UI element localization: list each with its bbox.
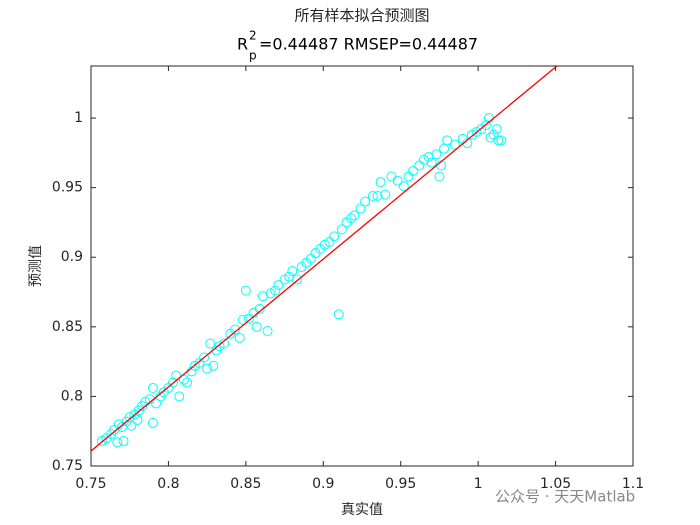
scatter-point (287, 266, 298, 277)
scatter-point (251, 321, 262, 332)
y-tick-label: 0.8 (61, 388, 83, 404)
scatter-point (219, 338, 230, 349)
subtitle-rest: =0.44487 RMSEP=0.44487 (259, 35, 478, 54)
scatter-point (151, 398, 162, 409)
watermark: 公众号 · 天天Matlab (495, 488, 635, 506)
scatter-point (431, 149, 442, 160)
scatter-point (132, 415, 143, 426)
scatter-point (349, 210, 360, 221)
scatter-point (240, 285, 251, 296)
x-tick-label: 0.9 (312, 476, 334, 492)
scatter-point (202, 363, 213, 374)
plot-area (91, 66, 633, 466)
scatter-point (112, 437, 123, 448)
scatter-point (333, 309, 344, 320)
axes-box (90, 65, 634, 467)
scatter-point (372, 190, 383, 201)
scatter-point (199, 352, 210, 363)
fit-line (91, 66, 558, 452)
scatter-point (291, 274, 302, 285)
scatter-point (230, 324, 241, 335)
x-tick-label: 0.95 (385, 476, 416, 492)
scatter-point (262, 325, 273, 336)
scatter-point (442, 135, 453, 146)
x-tick-label: 0.8 (157, 476, 179, 492)
scatter-point (355, 203, 366, 214)
scatter-point (147, 417, 158, 428)
scatter-point (493, 135, 504, 146)
scatter-point (346, 213, 357, 224)
subtitle-base: R (237, 35, 248, 54)
scatter-point (118, 435, 129, 446)
scatter-point (205, 338, 216, 349)
scatter-point (208, 360, 219, 371)
scatter-point (375, 177, 386, 188)
scatter-point (329, 231, 340, 242)
x-tick-label: 1 (474, 476, 483, 492)
x-tick-label: 1.1 (622, 476, 644, 492)
scatter-point (147, 383, 158, 394)
x-tick-label: 0.75 (75, 476, 106, 492)
scatter-point (168, 377, 179, 388)
scatter-point (367, 190, 378, 201)
scatter-point (380, 189, 391, 200)
scatter-point (398, 181, 409, 192)
scatter-point (273, 280, 284, 291)
x-tick-label: 0.85 (230, 476, 261, 492)
scatter-point (237, 314, 248, 325)
chart-title: 所有样本拟合预测图 (294, 7, 429, 25)
plot-content (91, 66, 558, 452)
scatter-point (392, 175, 403, 186)
scatter-point (182, 377, 193, 388)
scatter-point (174, 391, 185, 402)
x-tick-label: 1.05 (540, 476, 571, 492)
scatter-point (480, 120, 491, 131)
subtitle-sup: 2 (249, 29, 257, 43)
scatter-point (254, 303, 265, 314)
y-tick-label: 0.9 (61, 249, 83, 265)
scatter-point (178, 374, 189, 385)
y-tick-label: 1 (74, 110, 83, 126)
scatter-point (434, 171, 445, 182)
scatter-point (426, 157, 437, 168)
subtitle-sub: p (249, 49, 257, 63)
scatter-point (234, 332, 245, 343)
y-axis-label: 预测值 (28, 245, 44, 287)
scatter-point (496, 135, 507, 146)
scatter-point (360, 196, 371, 207)
scatter-point (449, 139, 460, 150)
x-axis-label: 真实值 (341, 502, 383, 518)
y-tick-label: 0.95 (52, 180, 83, 196)
y-tick-label: 0.85 (52, 319, 83, 335)
scatter-point (126, 420, 137, 431)
scatter-point (336, 224, 347, 235)
y-tick-label: 0.75 (52, 458, 83, 474)
scatter-point (408, 165, 419, 176)
scatter-point (491, 124, 502, 135)
scatter-point (270, 285, 281, 296)
